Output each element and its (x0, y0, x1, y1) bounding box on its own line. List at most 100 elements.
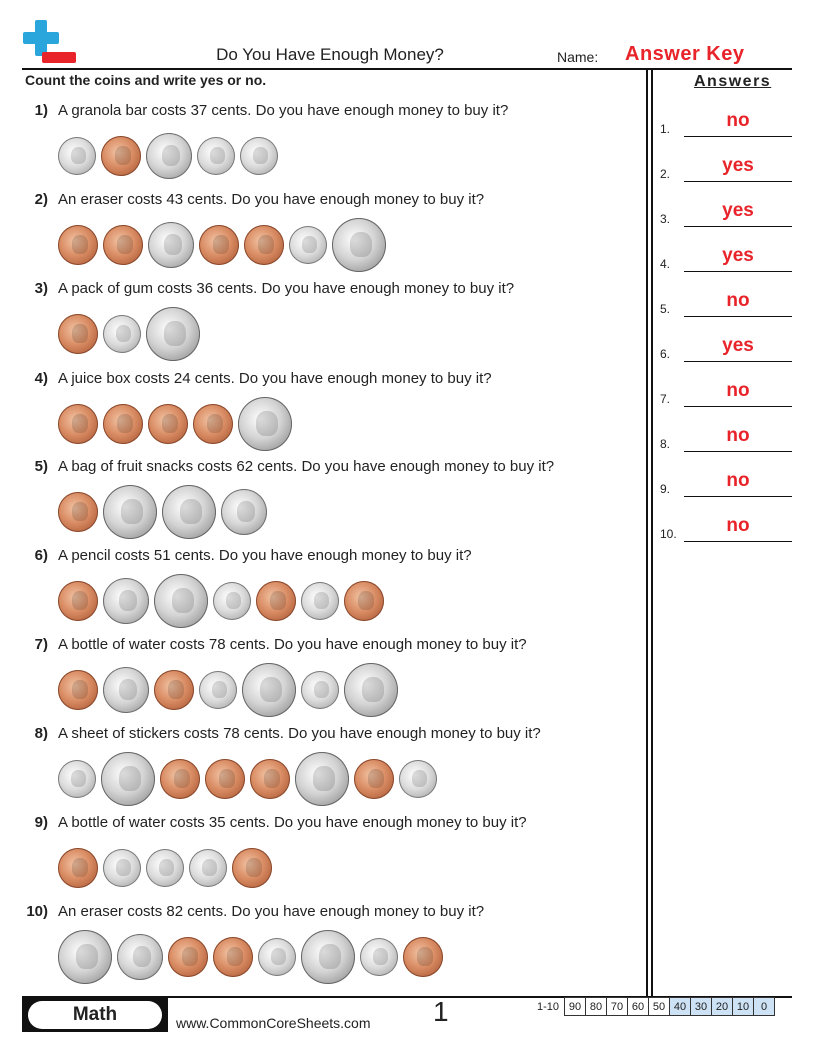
answer-line (684, 271, 792, 272)
score-cell: 50 (648, 997, 670, 1016)
penny-icon (213, 937, 253, 977)
answer-number: 10. (660, 527, 677, 541)
quarter-icon (103, 485, 157, 539)
answer-line (684, 541, 792, 542)
answer-row: 5. no (660, 290, 792, 317)
column-divider (646, 69, 648, 996)
instructions: Count the coins and write yes or no. (25, 72, 267, 88)
coin-row (58, 213, 386, 277)
coin-row (58, 658, 398, 722)
penny-icon (148, 404, 188, 444)
answer-value[interactable]: no (726, 110, 750, 131)
coin-row (58, 747, 437, 811)
score-cell: 40 (669, 997, 691, 1016)
penny-icon (58, 404, 98, 444)
penny-icon (58, 314, 98, 354)
question-number: 6) (34, 547, 48, 564)
answer-line (684, 496, 792, 497)
answer-row: 3. yes (660, 200, 792, 227)
answer-number: 9. (660, 482, 671, 496)
coin-row (58, 925, 443, 989)
answer-row: 2. yes (660, 155, 792, 182)
penny-icon (168, 937, 208, 977)
question-number: 10) (26, 903, 48, 920)
quarter-icon (146, 307, 200, 361)
subject-label: Math (28, 1001, 162, 1029)
answer-value[interactable]: no (726, 515, 750, 536)
question-text: A bottle of water costs 35 cents. Do you… (58, 814, 527, 831)
answer-number: 8. (660, 437, 671, 451)
quarter-icon (154, 574, 208, 628)
answer-row: 1. no (660, 110, 792, 137)
score-cell: 30 (690, 997, 712, 1016)
quarter-icon (101, 752, 155, 806)
answer-row: 8. no (660, 425, 792, 452)
penny-icon (58, 848, 98, 888)
answers-title: Answers (694, 73, 772, 90)
answer-value[interactable]: yes (722, 245, 754, 266)
question-text: A pencil costs 51 cents. Do you have eno… (58, 547, 472, 564)
nickel-icon (221, 489, 267, 535)
answer-value[interactable]: no (726, 380, 750, 401)
score-range-label: 1-10 (536, 1000, 560, 1013)
question-text: An eraser costs 43 cents. Do you have en… (58, 191, 485, 208)
penny-icon (58, 670, 98, 710)
penny-icon (193, 404, 233, 444)
question-text: A granola bar costs 37 cents. Do you hav… (58, 102, 509, 119)
header-divider (22, 68, 792, 70)
nickel-icon (117, 934, 163, 980)
dime-icon (146, 849, 184, 887)
answer-line (684, 361, 792, 362)
coin-row (58, 836, 272, 900)
penny-icon (160, 759, 200, 799)
quarter-icon (58, 930, 112, 984)
answer-number: 6. (660, 347, 671, 361)
penny-icon (256, 581, 296, 621)
answer-number: 7. (660, 392, 671, 406)
answer-value[interactable]: yes (722, 335, 754, 356)
dime-icon (103, 849, 141, 887)
answer-value[interactable]: no (726, 290, 750, 311)
website-link[interactable]: www.CommonCoreSheets.com (176, 1015, 371, 1031)
page-title: Do You Have Enough Money? (216, 45, 444, 64)
answer-value[interactable]: yes (722, 200, 754, 221)
question-number: 3) (34, 280, 48, 297)
dime-icon (103, 315, 141, 353)
score-cell: 90 (564, 997, 586, 1016)
answer-row: 7. no (660, 380, 792, 407)
score-cell: 70 (606, 997, 628, 1016)
coin-row (58, 569, 384, 633)
penny-icon (232, 848, 272, 888)
nickel-icon (103, 578, 149, 624)
penny-icon (58, 581, 98, 621)
penny-icon (101, 136, 141, 176)
penny-icon (154, 670, 194, 710)
dime-icon (301, 671, 339, 709)
answer-value[interactable]: no (726, 425, 750, 446)
question-text: A bottle of water costs 78 cents. Do you… (58, 636, 527, 653)
score-cell: 0 (753, 997, 775, 1016)
dime-icon (399, 760, 437, 798)
answer-row: 9. no (660, 470, 792, 497)
penny-icon (250, 759, 290, 799)
answer-value[interactable]: no (726, 470, 750, 491)
answer-value[interactable]: yes (722, 155, 754, 176)
score-cell: 80 (585, 997, 607, 1016)
dime-icon (197, 137, 235, 175)
answer-line (684, 316, 792, 317)
nickel-icon (103, 667, 149, 713)
question-number: 9) (34, 814, 48, 831)
penny-icon (58, 225, 98, 265)
question-number: 7) (34, 636, 48, 653)
answer-number: 4. (660, 257, 671, 271)
coin-row (58, 124, 278, 188)
penny-icon (354, 759, 394, 799)
penny-icon (244, 225, 284, 265)
score-cell: 10 (732, 997, 754, 1016)
answer-number: 2. (660, 167, 671, 181)
question-text: A bag of fruit snacks costs 62 cents. Do… (58, 458, 555, 475)
question-number: 1) (34, 102, 48, 119)
quarter-icon (238, 397, 292, 451)
dime-icon (258, 938, 296, 976)
question-number: 5) (34, 458, 48, 475)
